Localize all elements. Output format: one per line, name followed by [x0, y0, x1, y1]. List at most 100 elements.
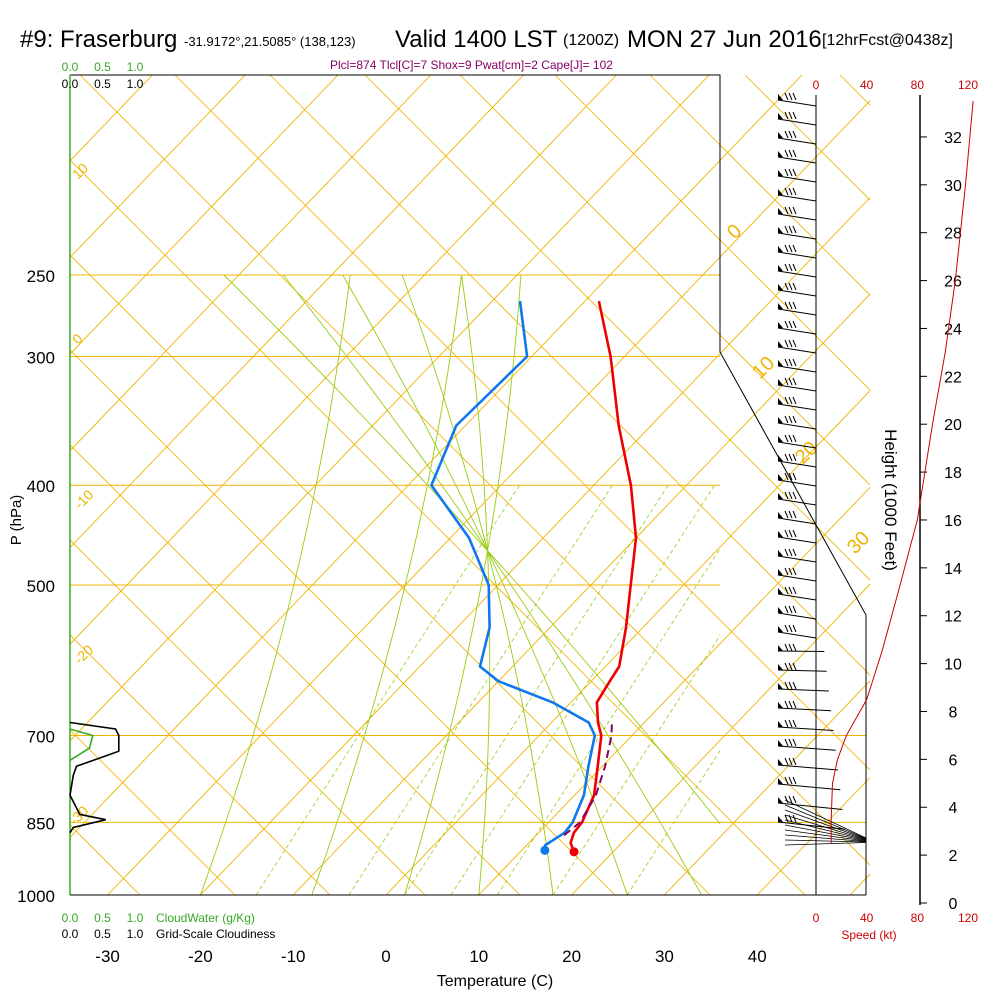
wind-barb-flag [778, 550, 783, 556]
speed-axis-title: Speed (kt) [841, 928, 896, 942]
wind-barb-feather [784, 624, 789, 633]
isotherm-label: -20 [71, 641, 97, 667]
wind-barb-feather [792, 111, 797, 120]
wind-barb-staff-low [784, 819, 867, 841]
wind-barb-feather [792, 225, 797, 234]
temperature-tick-label: -20 [188, 947, 213, 966]
wind-barb-staff [777, 422, 817, 430]
isotherm-label: 0 [69, 330, 86, 347]
station-title: #9: Fraserburg [20, 26, 178, 53]
wind-barb-feather [784, 244, 789, 253]
wind-barb-staff [777, 327, 817, 335]
wind-barb-feather [792, 149, 797, 158]
wind-barb-staff [777, 479, 817, 487]
wind-barb-feather [788, 339, 793, 348]
height-tick-label: 30 [944, 178, 962, 195]
wind-barb [777, 529, 817, 544]
wind-barb [777, 491, 817, 506]
isotherm-line [70, 75, 246, 259]
wind-barb-flag [778, 778, 783, 784]
wind-barb-feather [788, 358, 793, 367]
wind-barb-staff-low [784, 824, 867, 841]
wind-barb-flag [778, 379, 783, 385]
cloudiness-tick-top: 0.5 [94, 77, 111, 91]
wind-barb-flag [778, 797, 783, 803]
height-tick-label: 2 [949, 848, 958, 865]
wind-barb-flag [778, 721, 783, 727]
wind-barb-feather [792, 263, 797, 272]
pressure-tick-label: 850 [27, 814, 55, 833]
wind-barb-feather [784, 111, 789, 120]
wind-barb-staff [777, 726, 834, 731]
moist-adiabat-line [199, 274, 351, 895]
wind-barb-flag [778, 417, 783, 423]
cloudwater-axis-title: CloudWater (g/Kg) [156, 911, 255, 925]
wind-barb-flag [778, 132, 783, 138]
isotherm-line [70, 75, 432, 452]
wind-barb-feather [788, 567, 793, 576]
wind-barb-feather [784, 719, 789, 728]
wind-barb-flag [778, 227, 783, 233]
wind-barb [777, 624, 817, 639]
wind-barb [777, 795, 843, 811]
wind-barb-feather [788, 206, 793, 215]
wind-barb-feather [788, 700, 793, 709]
wind-barb-feather [788, 263, 793, 272]
mixing-ratio-label: 5 [443, 901, 450, 915]
cloudiness-tick-bottom: 1.0 [127, 927, 144, 941]
wind-barb-feather [784, 510, 789, 519]
mixing-ratio-label: 12 [545, 901, 559, 915]
wind-barb-feather [788, 320, 793, 329]
wind-barb-staff [777, 574, 817, 582]
wind-barb [777, 358, 817, 373]
wind-barb-staff-low [784, 842, 867, 846]
wind-barb-flag [778, 151, 783, 157]
wind-barb [777, 149, 817, 164]
wind-barb-feather [792, 244, 797, 253]
isotherm-line [385, 390, 870, 896]
wind-barb-staff [777, 251, 817, 259]
wind-barb-feather [792, 206, 797, 215]
moist-adiabats [199, 274, 720, 895]
wind-barb-staff [777, 156, 817, 164]
cloudwater-tick-top: 0.0 [62, 60, 79, 74]
cloudwater-tick-bottom: 0.0 [62, 911, 79, 925]
wind-barb-flag [778, 208, 783, 214]
wind-barb-feather [792, 662, 797, 671]
mixing-ratio-label: 3 [397, 901, 404, 915]
wind-barb-feather [784, 548, 789, 557]
stability-indices: Plcl=874 Tlcl[C]=7 Shox=9 Pwat[cm]=2 Cap… [330, 58, 613, 72]
wind-barb-feather [788, 795, 793, 804]
wind-barb [777, 700, 832, 712]
wind-barb-staff [777, 764, 839, 771]
wind-barb-feather [788, 92, 793, 101]
wind-barb [777, 92, 817, 107]
wind-speed-line [830, 100, 974, 844]
wind-barb [777, 814, 845, 830]
wind-barb [777, 339, 817, 354]
wind-barb-feather [792, 643, 797, 652]
height-tick-label: 8 [949, 704, 958, 721]
isotherm-line [943, 75, 1000, 895]
pressure-tick-label: 1000 [17, 887, 55, 906]
wind-barb-feather [788, 529, 793, 538]
wind-barb [777, 586, 817, 601]
sounding-series [430, 300, 638, 857]
speed-tick-bottom: 120 [958, 911, 978, 925]
wind-barb-feather [784, 529, 789, 538]
wind-barb [777, 567, 817, 582]
wind-barb-feather [788, 491, 793, 500]
wind-barb [777, 757, 839, 771]
cloudwater-tick-bottom: 0.5 [94, 911, 111, 925]
wind-barb-flag [778, 645, 783, 651]
wind-barb [777, 187, 817, 202]
wind-barb-feather [784, 605, 789, 614]
wind-barb-feather [784, 149, 789, 158]
temperature-tick-label: -30 [95, 947, 120, 966]
wind-barb-feather [784, 282, 789, 291]
wind-barb-staff [777, 498, 817, 506]
dew-point-surface-point [540, 845, 550, 855]
wind-barb [777, 738, 836, 751]
